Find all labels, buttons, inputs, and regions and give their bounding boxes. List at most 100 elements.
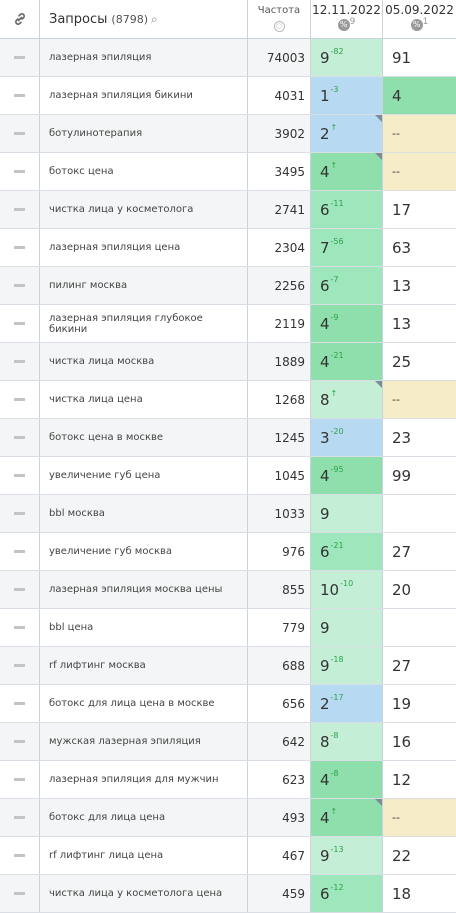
link-icon[interactable]: [13, 12, 27, 26]
minus-icon[interactable]: [14, 892, 25, 895]
row-toggle[interactable]: [0, 685, 40, 722]
table-row[interactable]: ботокс для лица цена 493 4 ↑ --: [0, 799, 456, 837]
minus-icon[interactable]: [14, 208, 25, 211]
position-cell-prev[interactable]: 91: [383, 39, 456, 76]
position-cell-prev[interactable]: 13: [383, 267, 456, 304]
table-row[interactable]: ботокс цена 3495 4 ↑ --: [0, 153, 456, 191]
position-cell-prev[interactable]: [383, 609, 456, 646]
position-cell-prev[interactable]: --: [383, 153, 456, 190]
position-cell[interactable]: 3 -20: [311, 419, 383, 456]
table-row[interactable]: увеличение губ цена 1045 4 -95 99: [0, 457, 456, 495]
position-cell[interactable]: 4 -8: [311, 761, 383, 798]
position-cell-prev[interactable]: 27: [383, 533, 456, 570]
position-cell-prev[interactable]: 20: [383, 571, 456, 608]
minus-icon[interactable]: [14, 854, 25, 857]
table-row[interactable]: bbl москва 1033 9: [0, 495, 456, 533]
minus-icon[interactable]: [14, 550, 25, 553]
row-toggle[interactable]: [0, 419, 40, 456]
table-row[interactable]: лазерная эпиляция глубокое бикини 2119 4 -9…: [0, 305, 456, 343]
minus-icon[interactable]: [14, 664, 25, 667]
row-toggle[interactable]: [0, 39, 40, 76]
position-cell-prev[interactable]: 27: [383, 647, 456, 684]
position-cell[interactable]: 9 -13: [311, 837, 383, 874]
search-icon[interactable]: ⌕: [151, 11, 158, 26]
minus-icon[interactable]: [14, 246, 25, 249]
position-cell-prev[interactable]: 4: [383, 77, 456, 114]
minus-icon[interactable]: [14, 132, 25, 135]
table-row[interactable]: лазерная эпиляция для мужчин 623 4 -8 12: [0, 761, 456, 799]
position-cell[interactable]: 6 -12: [311, 875, 383, 912]
link-column-header[interactable]: [0, 0, 40, 38]
position-cell[interactable]: 6 -7: [311, 267, 383, 304]
position-cell-prev[interactable]: 19: [383, 685, 456, 722]
position-cell-prev[interactable]: 13: [383, 305, 456, 342]
minus-icon[interactable]: [14, 398, 25, 401]
minus-icon[interactable]: [14, 170, 25, 173]
minus-icon[interactable]: [14, 626, 25, 629]
position-cell[interactable]: 4 -21: [311, 343, 383, 380]
row-toggle[interactable]: [0, 799, 40, 836]
position-cell[interactable]: 6 -11: [311, 191, 383, 228]
row-toggle[interactable]: [0, 723, 40, 760]
date-column-header-2[interactable]: 05.09.2022 % 1: [383, 0, 456, 38]
position-cell-prev[interactable]: 23: [383, 419, 456, 456]
minus-icon[interactable]: [14, 512, 25, 515]
minus-icon[interactable]: [14, 56, 25, 59]
position-cell[interactable]: 9: [311, 609, 383, 646]
table-row[interactable]: чистка лица у косметолога цена 459 6 -12 18: [0, 875, 456, 913]
minus-icon[interactable]: [14, 816, 25, 819]
position-cell-prev[interactable]: --: [383, 799, 456, 836]
position-cell[interactable]: 7 -56: [311, 229, 383, 266]
table-row[interactable]: ботулинотерапия 3902 2 ↑ --: [0, 115, 456, 153]
row-toggle[interactable]: [0, 77, 40, 114]
minus-icon[interactable]: [14, 436, 25, 439]
row-toggle[interactable]: [0, 457, 40, 494]
position-cell-prev[interactable]: 16: [383, 723, 456, 760]
table-row[interactable]: ботокс цена в москве 1245 3 -20 23: [0, 419, 456, 457]
row-toggle[interactable]: [0, 153, 40, 190]
position-cell[interactable]: 9 -82: [311, 39, 383, 76]
table-row[interactable]: rf лифтинг лица цена 467 9 -13 22: [0, 837, 456, 875]
row-toggle[interactable]: [0, 115, 40, 152]
position-cell-prev[interactable]: 18: [383, 875, 456, 912]
row-toggle[interactable]: [0, 495, 40, 532]
position-cell[interactable]: 2 -17: [311, 685, 383, 722]
position-cell[interactable]: 8 ↑: [311, 381, 383, 418]
table-row[interactable]: чистка лица цена 1268 8 ↑ --: [0, 381, 456, 419]
position-cell-prev[interactable]: [383, 495, 456, 532]
table-row[interactable]: bbl цена 779 9: [0, 609, 456, 647]
row-toggle[interactable]: [0, 875, 40, 912]
position-cell-prev[interactable]: 17: [383, 191, 456, 228]
minus-icon[interactable]: [14, 588, 25, 591]
queries-column-header[interactable]: Запросы (8798) ⌕: [40, 0, 248, 38]
position-cell-prev[interactable]: 12: [383, 761, 456, 798]
table-row[interactable]: лазерная эпиляция москва цены 855 10 -10 20: [0, 571, 456, 609]
row-toggle[interactable]: [0, 533, 40, 570]
minus-icon[interactable]: [14, 360, 25, 363]
position-cell-prev[interactable]: 25: [383, 343, 456, 380]
position-cell[interactable]: 4 ↑: [311, 799, 383, 836]
position-cell[interactable]: 4 -9: [311, 305, 383, 342]
table-row[interactable]: лазерная эпиляция 74003 9 -82 91: [0, 39, 456, 77]
position-cell[interactable]: 8 -8: [311, 723, 383, 760]
position-cell[interactable]: 6 -21: [311, 533, 383, 570]
row-toggle[interactable]: [0, 267, 40, 304]
table-row[interactable]: ботокс для лица цена в москве 656 2 -17 19: [0, 685, 456, 723]
table-row[interactable]: rf лифтинг москва 688 9 -18 27: [0, 647, 456, 685]
position-cell-prev[interactable]: 63: [383, 229, 456, 266]
row-toggle[interactable]: [0, 647, 40, 684]
position-cell[interactable]: 2 ↑: [311, 115, 383, 152]
row-toggle[interactable]: [0, 305, 40, 342]
table-row[interactable]: лазерная эпиляция бикини 4031 1 -3 4: [0, 77, 456, 115]
table-row[interactable]: мужская лазерная эпиляция 642 8 -8 16: [0, 723, 456, 761]
row-toggle[interactable]: [0, 837, 40, 874]
minus-icon[interactable]: [14, 702, 25, 705]
row-toggle[interactable]: [0, 191, 40, 228]
position-cell[interactable]: 9: [311, 495, 383, 532]
position-cell-prev[interactable]: 22: [383, 837, 456, 874]
minus-icon[interactable]: [14, 474, 25, 477]
position-cell[interactable]: 10 -10: [311, 571, 383, 608]
row-toggle[interactable]: [0, 381, 40, 418]
minus-icon[interactable]: [14, 740, 25, 743]
table-row[interactable]: чистка лица у косметолога 2741 6 -11 17: [0, 191, 456, 229]
